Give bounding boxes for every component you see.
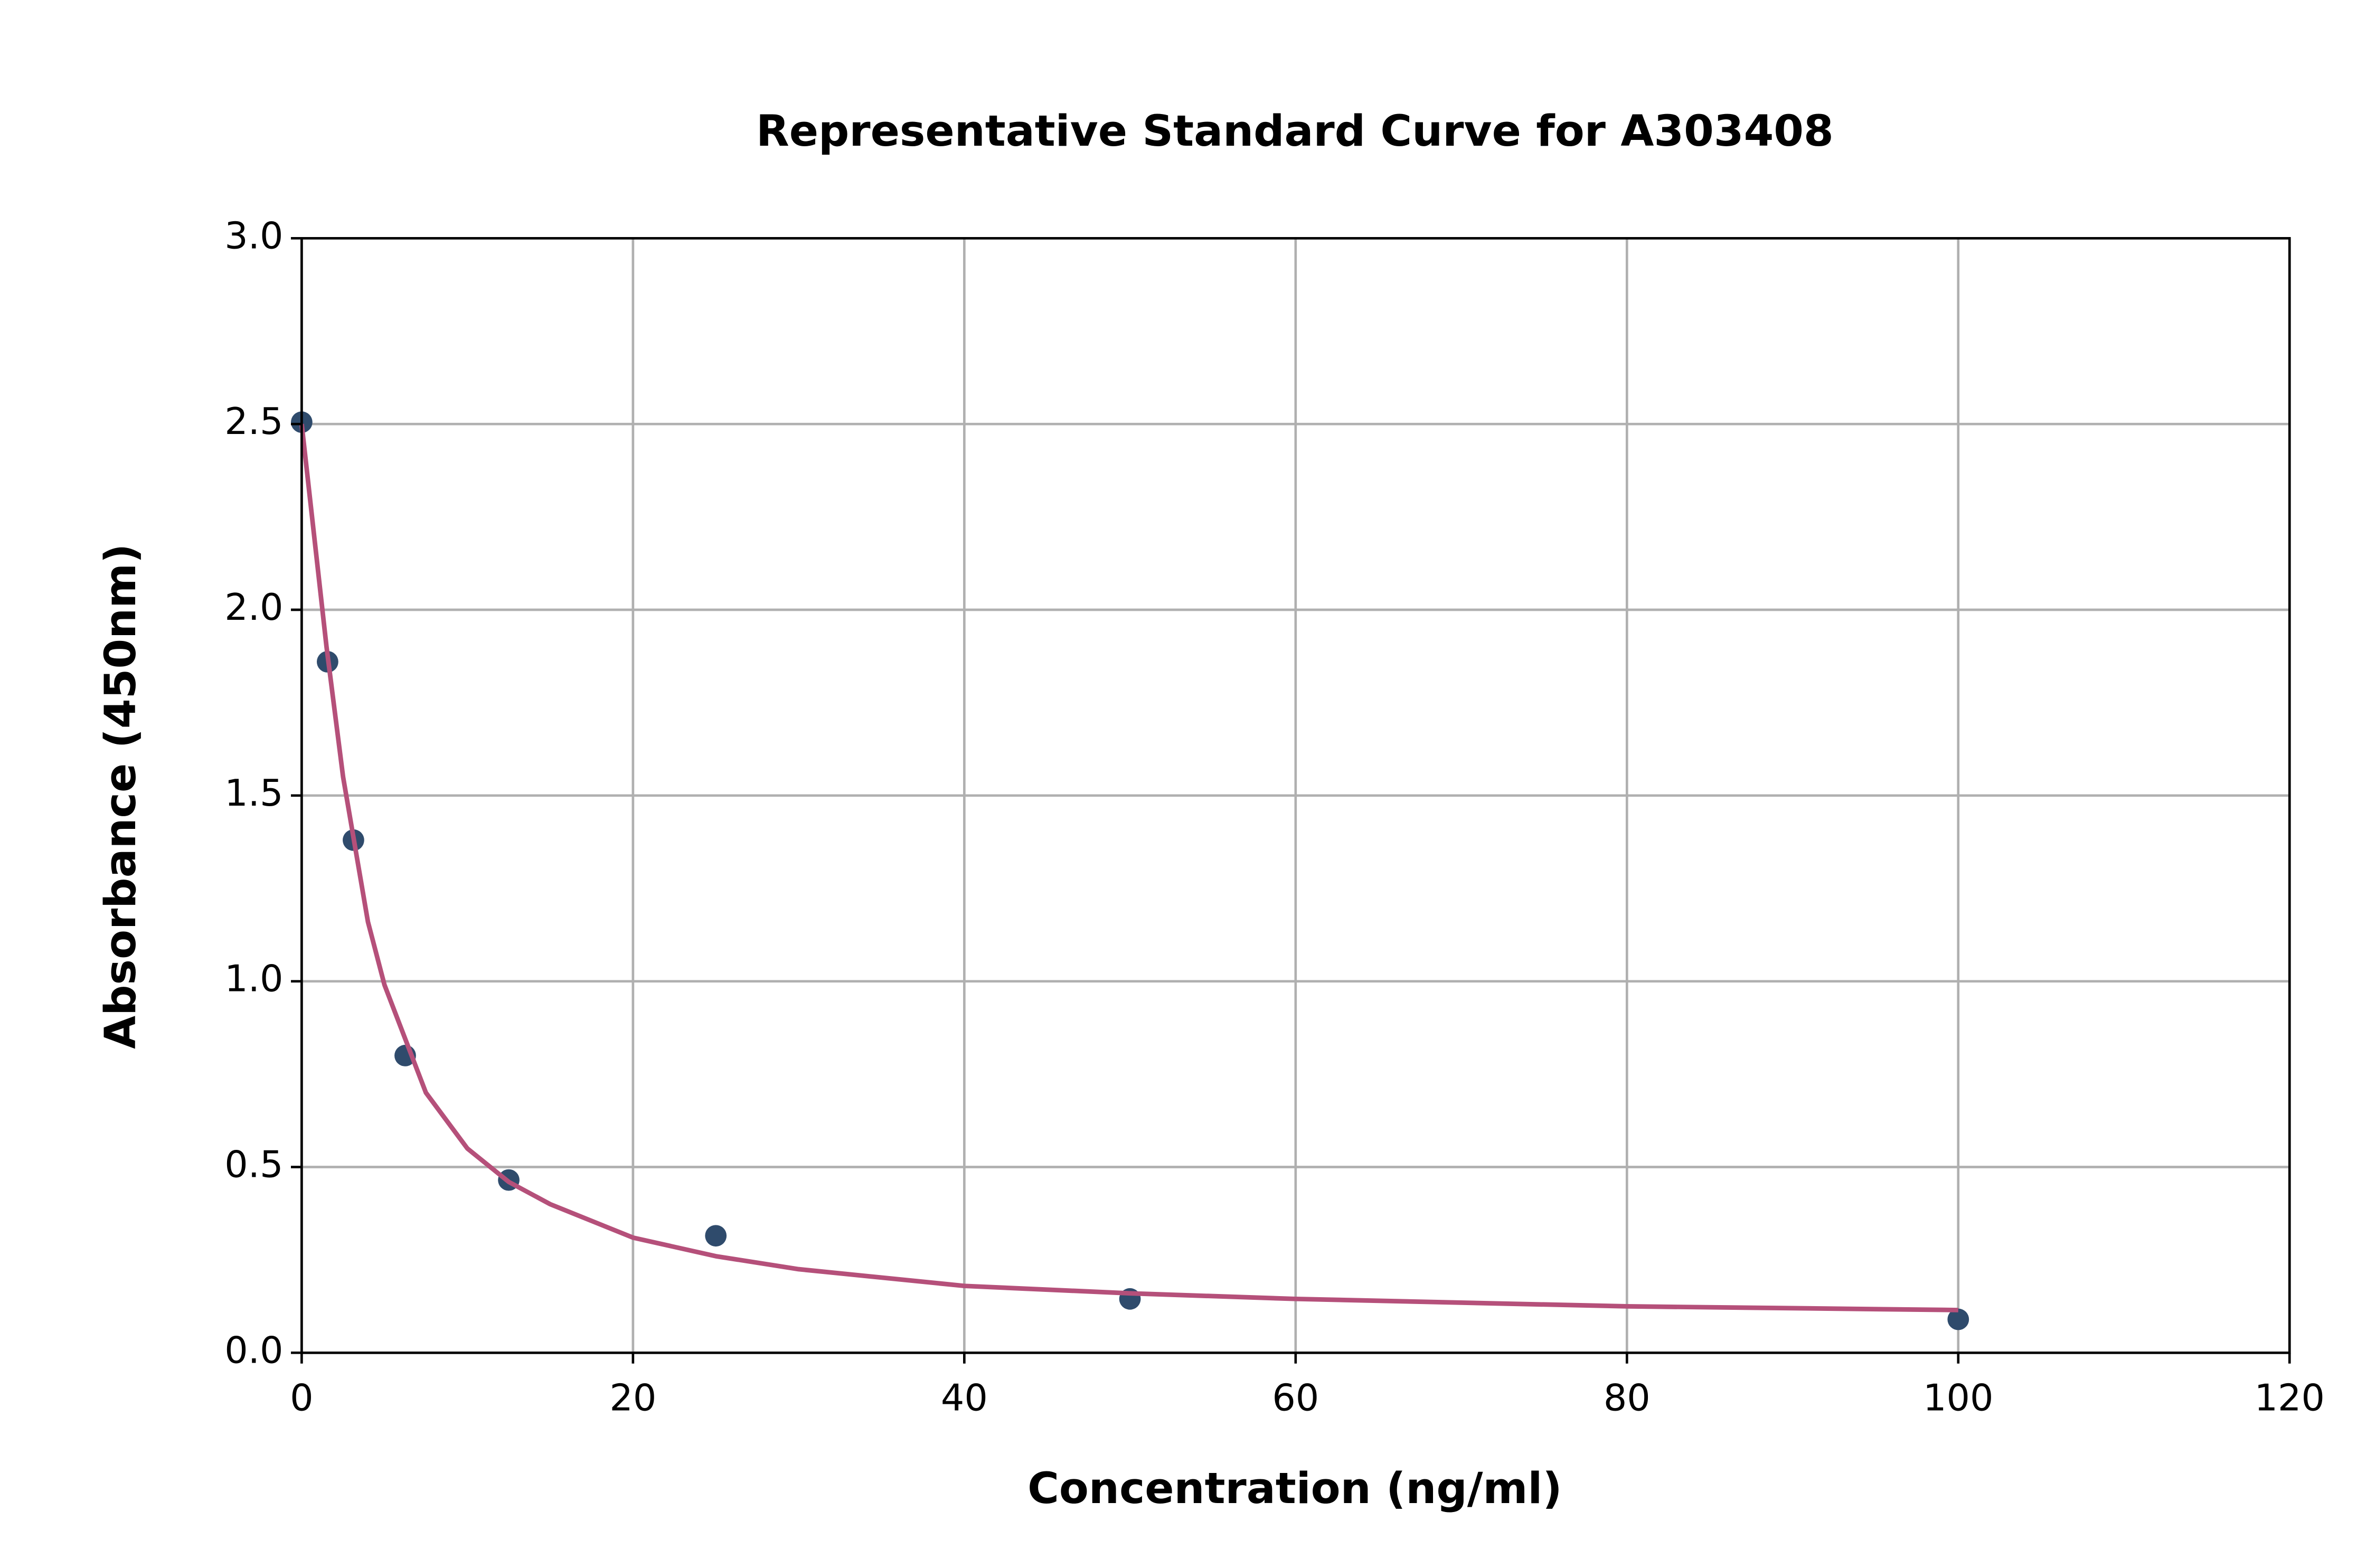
x-tick-label: 60 xyxy=(1272,1377,1319,1420)
data-point xyxy=(1947,1308,1969,1330)
plot-area xyxy=(290,411,1969,1330)
y-tick-label: 3.0 xyxy=(224,214,283,257)
x-tick-label: 120 xyxy=(2255,1377,2325,1420)
y-tick-label: 1.0 xyxy=(224,958,283,1000)
data-point xyxy=(705,1225,727,1247)
fit-curve xyxy=(299,423,1958,1312)
chart-title: Representative Standard Curve for A30340… xyxy=(756,106,1834,156)
x-tick-label: 40 xyxy=(941,1377,988,1420)
y-tick-label: 1.5 xyxy=(224,772,283,815)
y-tick-label: 0.5 xyxy=(224,1144,283,1186)
x-tick-label: 20 xyxy=(609,1377,656,1420)
x-tick-label: 100 xyxy=(1923,1377,1993,1420)
x-axis-label: Concentration (ng/ml) xyxy=(1027,1463,1562,1514)
y-tick-label: 2.0 xyxy=(224,586,283,629)
y-axis-label: Absorbance (450nm) xyxy=(96,544,146,1049)
x-tick-label: 80 xyxy=(1604,1377,1651,1420)
x-tick-label: 0 xyxy=(290,1377,313,1420)
y-tick-label: 2.5 xyxy=(224,400,283,443)
y-tick-label: 0.0 xyxy=(224,1329,283,1372)
